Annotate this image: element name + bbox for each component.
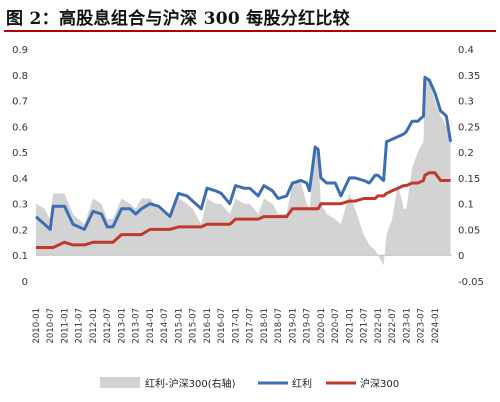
- line-series-1: [34, 75, 453, 231]
- x-tick-label: 2011-07: [75, 308, 85, 344]
- legend-label: 沪深300: [360, 377, 399, 390]
- line-series-2: [36, 171, 451, 249]
- x-tick-label: 2017-01: [231, 308, 241, 344]
- x-tick-label: 2014-07: [160, 308, 170, 344]
- x-tick-label: 2015-01: [174, 308, 184, 344]
- right-tick-label: 0.35: [458, 71, 480, 82]
- right-tick-label: 0.3: [458, 97, 474, 108]
- x-tick-label: 2016-01: [203, 308, 213, 344]
- right-axis: -0.05 0 0.05 0.1 0.15 0.2 0.25 0.3 0.35 0.4: [458, 45, 484, 288]
- left-axis: 0 0.1 0.2 0.3 0.4 0.5 0.6 0.7 0.8 0.9: [12, 45, 28, 288]
- right-tick-label: 0.25: [458, 122, 480, 133]
- right-tick-label: 0.05: [458, 225, 480, 236]
- x-tick-label: 2024-01: [431, 308, 441, 344]
- right-tick-label: 0.1: [458, 200, 474, 211]
- x-tick-label: 2021-07: [360, 308, 370, 344]
- left-tick-label: 0: [22, 277, 28, 288]
- x-tick-label: 2019-01: [288, 308, 298, 344]
- x-tick-label: 2016-07: [217, 308, 227, 344]
- right-tick-label: 0.15: [458, 174, 480, 185]
- x-tick-label: 2013-01: [117, 308, 127, 344]
- left-tick-label: 0.4: [12, 174, 28, 185]
- line-layer: [34, 75, 453, 249]
- x-tick-label: 2018-07: [274, 308, 284, 344]
- legend-swatch-area: [100, 377, 140, 388]
- x-tick-label: 2023-01: [402, 308, 412, 344]
- x-axis: 2010-01 2010-07 2011-01 2011-07 2012-01 2012-…: [32, 308, 441, 344]
- x-tick-label: 2023-07: [417, 308, 427, 344]
- x-tick-label: 2011-01: [60, 308, 70, 344]
- left-tick-label: 0.2: [12, 225, 28, 236]
- left-tick-label: 0.5: [12, 148, 28, 159]
- x-tick-label: 2015-07: [189, 308, 199, 344]
- left-tick-label: 0.9: [12, 45, 28, 56]
- right-tick-label: -0.05: [458, 277, 484, 288]
- legend-label: 红利-沪深300(右轴): [145, 377, 236, 390]
- x-tick-label: 2022-01: [374, 308, 384, 344]
- x-tick-label: 2018-01: [260, 308, 270, 344]
- left-tick-label: 0.7: [12, 97, 28, 108]
- left-tick-label: 0.3: [12, 200, 28, 211]
- x-tick-label: 2010-01: [32, 308, 42, 344]
- x-tick-label: 2020-07: [331, 308, 341, 344]
- x-tick-label: 2021-01: [345, 308, 355, 344]
- legend: 红利-沪深300(右轴) 红利 沪深300: [100, 377, 399, 390]
- area-layer: [36, 74, 451, 266]
- x-tick-label: 2013-07: [132, 308, 142, 344]
- right-tick-label: 0.2: [458, 148, 474, 159]
- right-tick-label: 0: [458, 251, 464, 262]
- left-tick-label: 0.1: [12, 251, 28, 262]
- x-tick-label: 2022-07: [388, 308, 398, 344]
- x-tick-label: 2017-07: [246, 308, 256, 344]
- left-tick-label: 0.8: [12, 71, 28, 82]
- x-tick-label: 2010-07: [46, 308, 56, 344]
- legend-label: 红利: [292, 377, 312, 390]
- right-tick-label: 0.4: [458, 45, 474, 56]
- x-tick-label: 2012-07: [103, 308, 113, 344]
- x-tick-label: 2012-01: [89, 308, 99, 344]
- x-tick-label: 2019-07: [303, 308, 313, 344]
- x-tick-label: 2014-01: [146, 308, 156, 344]
- x-tick-label: 2020-01: [317, 308, 327, 344]
- left-tick-label: 0.6: [12, 122, 28, 133]
- area-series: [36, 74, 451, 266]
- chart-title: 图 2：高股息组合与沪深 300 每股分红比较: [6, 9, 350, 29]
- title-divider: [4, 30, 496, 32]
